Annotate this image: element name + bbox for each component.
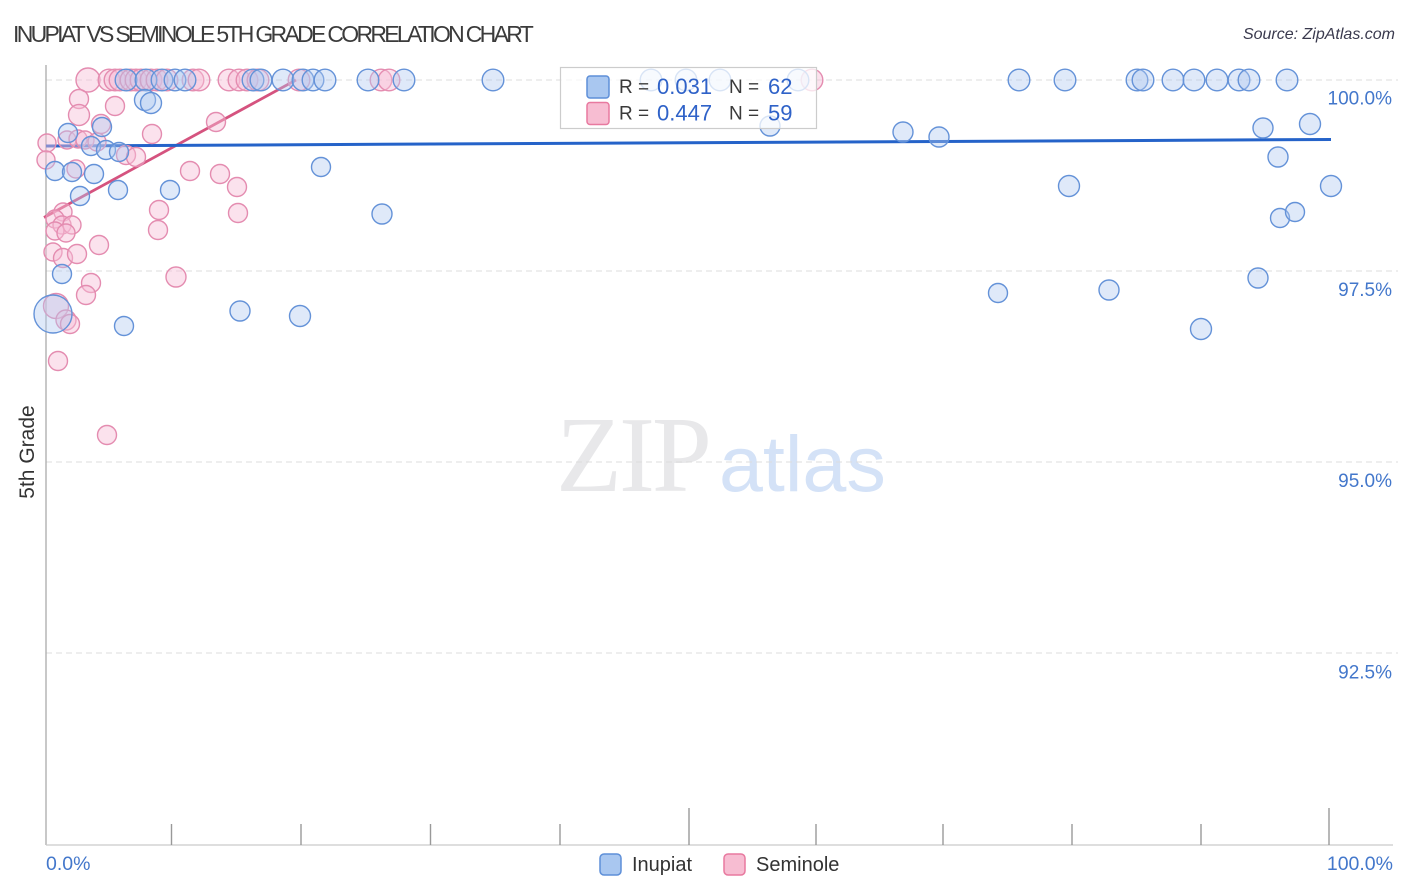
svg-text:R =: R = [619, 104, 649, 125]
svg-text:95.0%: 95.0% [1338, 471, 1392, 492]
svg-text:5th Grade: 5th Grade [16, 405, 39, 498]
svg-text:59: 59 [768, 101, 792, 126]
svg-text:atlas: atlas [719, 419, 886, 508]
svg-text:INUPIAT VS SEMINOLE 5TH GRADE: INUPIAT VS SEMINOLE 5TH GRADE CORRELATIO… [13, 21, 534, 47]
svg-text:100.0%: 100.0% [1328, 89, 1393, 110]
svg-text:R =: R = [619, 77, 649, 98]
svg-text:Seminole: Seminole [756, 854, 839, 876]
svg-text:N =: N = [729, 104, 759, 125]
svg-text:Source: ZipAtlas.com: Source: ZipAtlas.com [1243, 26, 1395, 43]
svg-text:0.447: 0.447 [657, 101, 712, 126]
svg-text:62: 62 [768, 74, 792, 99]
svg-text:92.5%: 92.5% [1338, 663, 1392, 684]
svg-text:Inupiat: Inupiat [632, 854, 692, 876]
svg-text:ZIP: ZIP [556, 396, 709, 515]
svg-text:N =: N = [729, 77, 759, 98]
svg-text:0.0%: 0.0% [46, 853, 90, 875]
svg-text:0.031: 0.031 [657, 74, 712, 99]
svg-text:97.5%: 97.5% [1338, 280, 1392, 301]
svg-text:100.0%: 100.0% [1327, 853, 1393, 875]
